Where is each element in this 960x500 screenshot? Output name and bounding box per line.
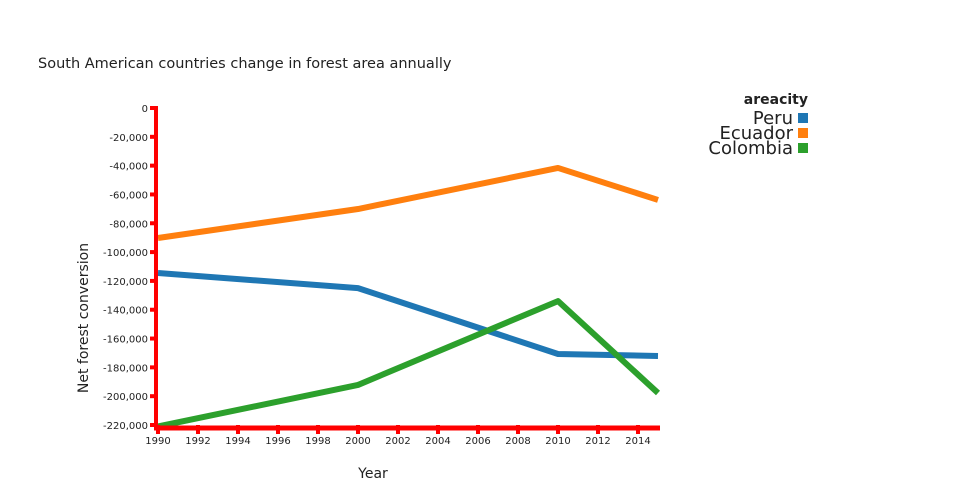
x-tick-label: 1998 <box>305 436 330 447</box>
y-tick-label: -180,000 <box>103 363 148 374</box>
legend-title: areacity <box>744 92 808 108</box>
y-tick-label: -20,000 <box>109 133 148 144</box>
x-tick-label: 2004 <box>425 436 450 447</box>
chart-title: South American countries change in fores… <box>38 56 452 72</box>
y-tick-label: -120,000 <box>103 277 148 288</box>
x-tick-label: 2002 <box>385 436 410 447</box>
series-line-ecuador <box>157 164 659 241</box>
x-tick-label: 2006 <box>465 436 490 447</box>
x-tick-label: 1994 <box>225 436 250 447</box>
legend-label-peru: Peru <box>753 108 793 129</box>
series-layer <box>157 164 661 430</box>
y-tick-label: -100,000 <box>103 248 148 259</box>
series-line-colombia <box>157 298 661 430</box>
legend-swatch-colombia <box>798 143 808 153</box>
x-tick-label: 2000 <box>345 436 370 447</box>
y-tick-label: -160,000 <box>103 335 148 346</box>
x-tick-label: 2008 <box>505 436 530 447</box>
legend-label-ecuador: Ecuador <box>719 123 793 144</box>
x-axis-label: Year <box>357 466 388 482</box>
y-axis-label: Net forest conversion <box>76 243 92 393</box>
y-tick-label: -80,000 <box>109 219 148 230</box>
series-line-peru <box>157 269 659 359</box>
legend-swatch-peru <box>798 113 808 123</box>
legend-swatch-ecuador <box>798 128 808 138</box>
x-tick-label: 2012 <box>585 436 610 447</box>
y-tick-label: -220,000 <box>103 421 148 432</box>
x-tick-label: 1996 <box>265 436 290 447</box>
legend-label-colombia: Colombia <box>708 138 793 159</box>
x-tick-label: 2014 <box>625 436 650 447</box>
x-tick-label: 1990 <box>145 436 170 447</box>
y-tick-label: -40,000 <box>109 162 148 173</box>
axes-layer: 0 -20,000 -40,000 -60,000 -80,000 -100,000 -12… <box>103 104 660 447</box>
x-tick-label: 2010 <box>545 436 570 447</box>
y-tick-label: 0 <box>142 104 148 115</box>
x-tick-label: 1992 <box>185 436 210 447</box>
y-tick-label: -60,000 <box>109 190 148 201</box>
y-tick-label: -200,000 <box>103 392 148 403</box>
y-tick-label: -140,000 <box>103 306 148 317</box>
